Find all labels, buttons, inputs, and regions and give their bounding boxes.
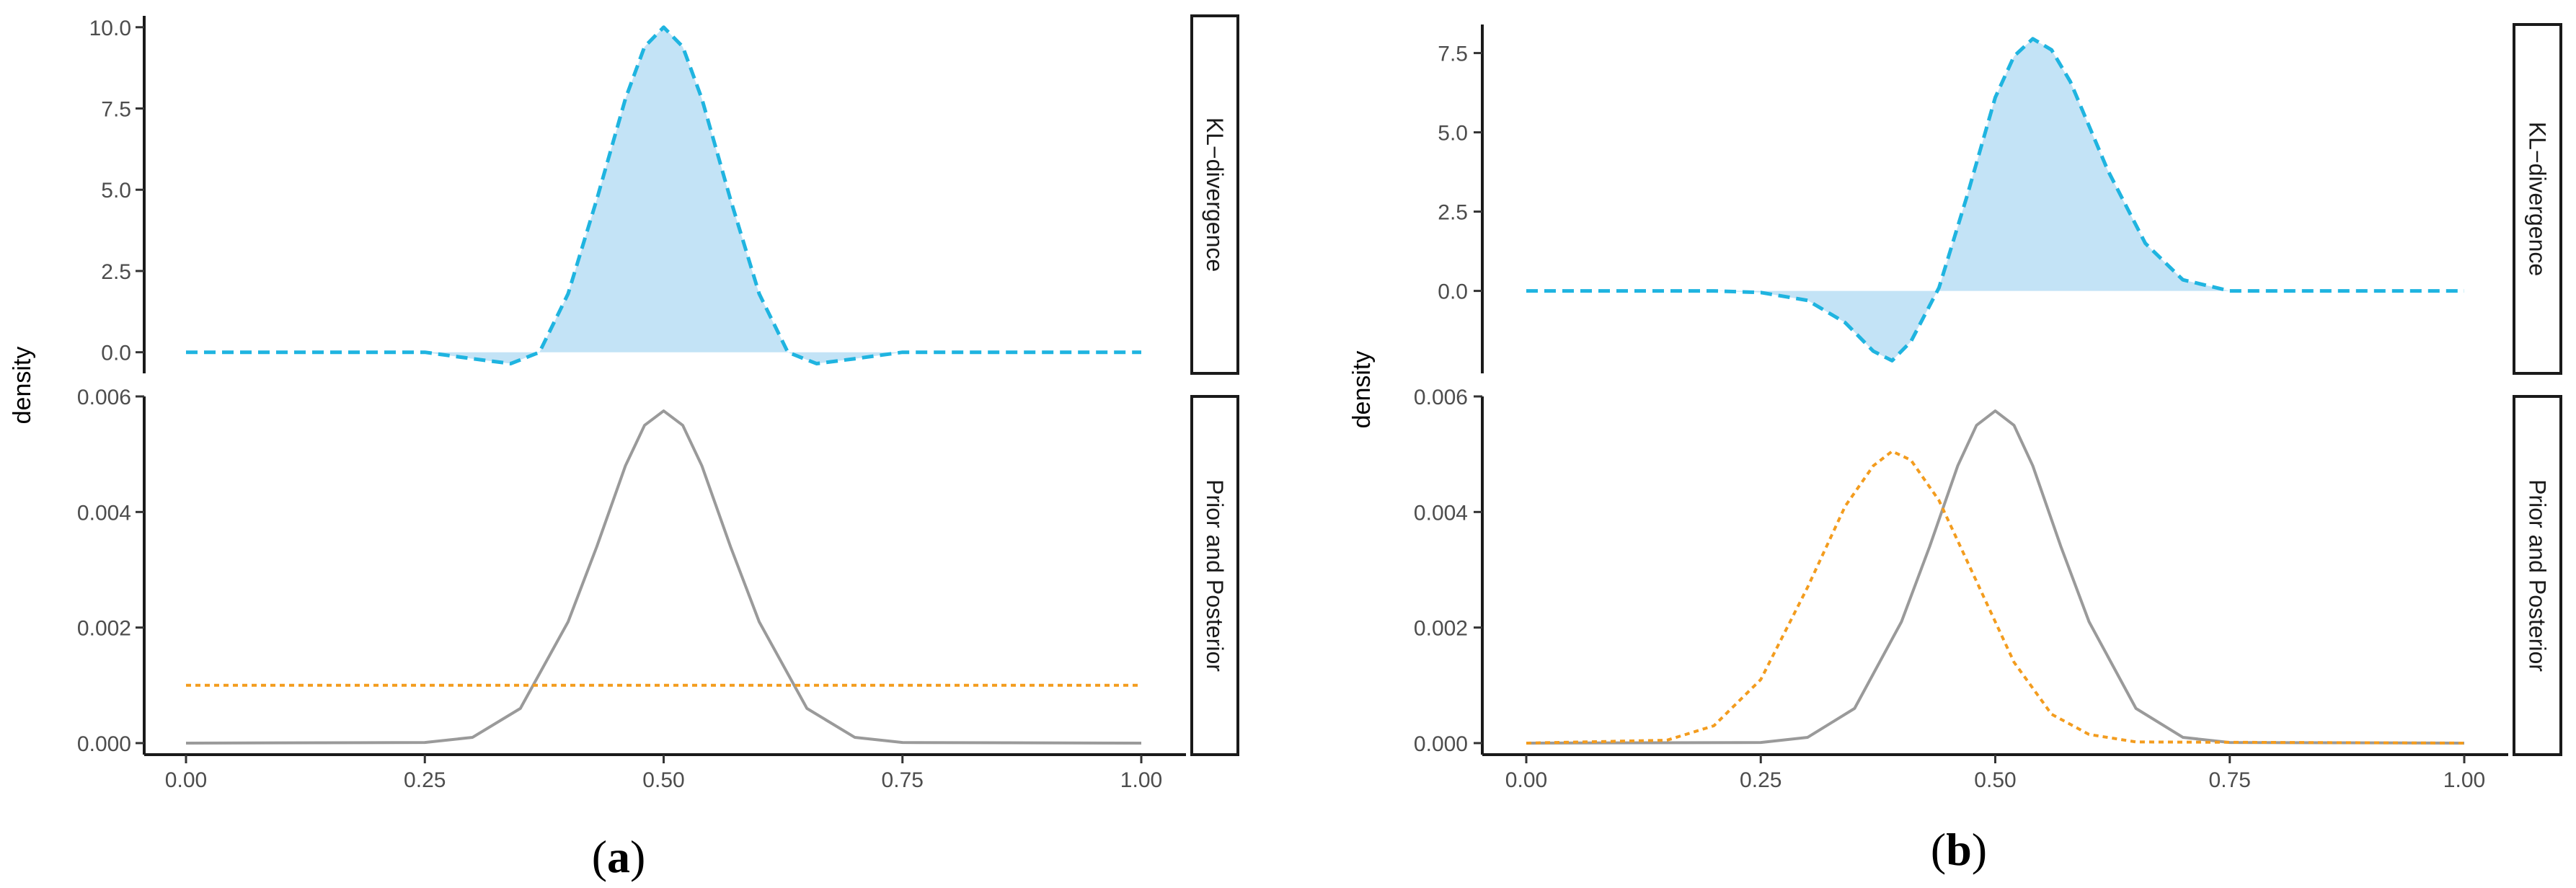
panel-kl-divergence: 0.0 2.5 5.0 7.5 KL−divergence (1438, 23, 2562, 375)
y-tick-label: 0.006 (77, 386, 131, 409)
y-tick-label: 7.5 (1438, 43, 1468, 66)
y-tick-label: 0.0 (1438, 280, 1468, 304)
y-axis-title: density (9, 347, 36, 425)
x-tick-label: 0.50 (642, 768, 684, 792)
y-tick-label: 0.004 (77, 501, 131, 525)
chart-a: 0.02.55.07.510.0KL−divergence0.0000.0020… (9, 14, 1239, 882)
caption-open-paren: ( (1931, 824, 1946, 875)
y-tick-label: 0.0 (101, 342, 131, 365)
x-tick-label: 0.50 (1974, 768, 2016, 792)
facet-strip (1190, 395, 1239, 756)
x-tick-label: 0.25 (1740, 768, 1781, 792)
panel-prior-posterior: 0.000 0.002 0.004 0.006 Prior and Posterior (77, 386, 1239, 756)
panel-prior-posterior: 0.000 0.002 0.004 0.006 Prior and Posterior (1414, 386, 2562, 756)
x-tick-label: 0.00 (1505, 768, 1547, 792)
figure-caption: (a) (592, 831, 646, 882)
series-line-solid (1526, 409, 2465, 745)
y-tick-label: 2.5 (1438, 201, 1468, 225)
y-tick-label: 10.0 (89, 17, 131, 40)
x-tick-label: 0.00 (165, 768, 207, 792)
facet-strip-label: Prior and Posterior (2525, 479, 2551, 672)
y-tick-label: 0.002 (1414, 617, 1468, 641)
figure-caption: (b) (1931, 824, 1987, 875)
facet-strip (2513, 23, 2562, 375)
caption-open-paren: ( (592, 831, 607, 882)
series-line-dotted (1526, 450, 2465, 745)
x-tick-label: 1.00 (1120, 768, 1162, 792)
y-axis-title: density (1348, 351, 1376, 429)
y-tick-label: 5.0 (1438, 122, 1468, 146)
series-fill-area (186, 27, 1141, 364)
y-tick-label: 7.5 (101, 98, 131, 122)
caption-letter: a (607, 831, 630, 882)
caption-letter: b (1946, 824, 1972, 875)
y-tick-label: 0.000 (77, 732, 131, 756)
y-tick-label: 0.002 (77, 617, 131, 641)
caption-close-paren: ) (1972, 824, 1987, 875)
y-tick-label: 5.0 (101, 179, 131, 203)
y-tick-label: 0.004 (1414, 501, 1468, 525)
y-tick-label: 0.000 (1414, 732, 1468, 756)
x-tick-label: 1.00 (2443, 768, 2485, 792)
series-line-dashed (186, 25, 1141, 365)
series-line-solid (185, 409, 1142, 745)
facet-strip-label: KL−divergence (2525, 122, 2551, 276)
x-tick-label: 0.75 (882, 768, 924, 792)
facet-strip (1190, 14, 1239, 375)
series-fill-area (1526, 38, 2464, 361)
panel-kl-divergence: 0.0 2.5 5.0 7.5 10.0 KL−divergence (89, 14, 1239, 375)
y-tick-label: 2.5 (101, 260, 131, 284)
facet-strip-label: Prior and Posterior (1202, 479, 1228, 672)
series-line-dashed (1526, 37, 2464, 363)
facet-strip-label: KL−divergence (1202, 117, 1228, 272)
x-tick-label: 0.25 (404, 768, 446, 792)
x-tick-label: 0.75 (2209, 768, 2251, 792)
chart-b: 0.0 2.5 5.0 7.5 KL−divergence 0.000 0.002 0.004… (1348, 23, 2562, 875)
caption-close-paren: ) (630, 831, 645, 882)
facet-strip (2513, 395, 2562, 756)
y-tick-label: 0.006 (1414, 386, 1468, 409)
